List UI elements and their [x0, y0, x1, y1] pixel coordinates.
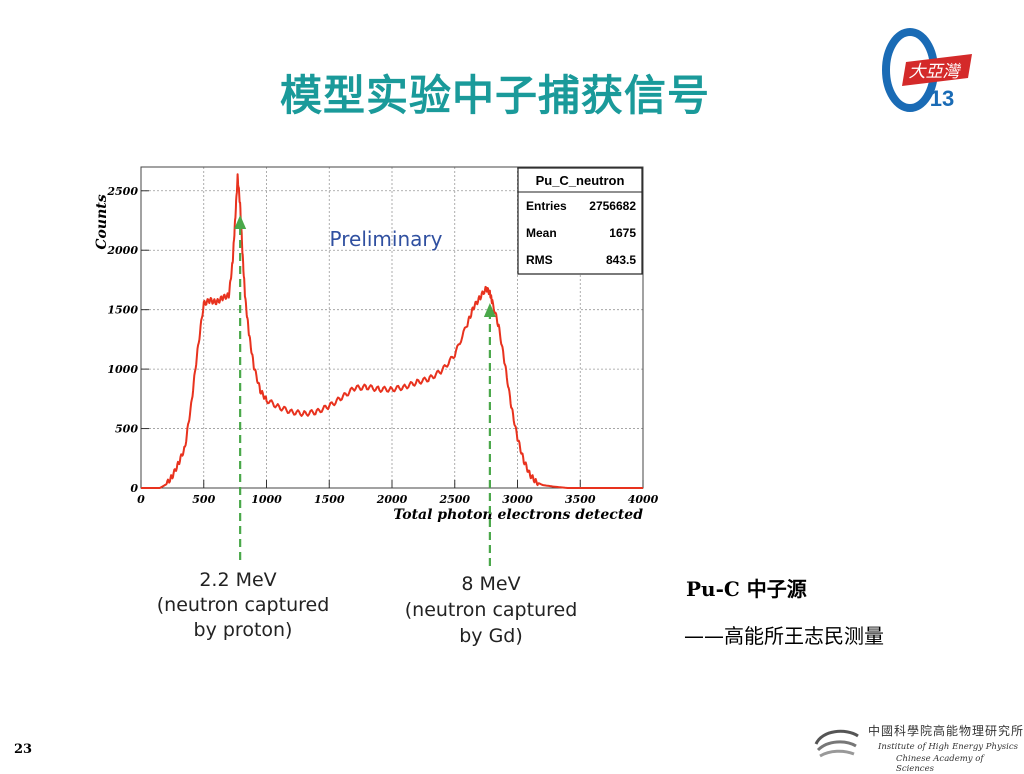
stats-box-name: Pu_C_neutron: [536, 173, 625, 188]
x-tick-label: 500: [192, 493, 215, 506]
annotation-proton: 2.2 MeV (neutron captured by proton): [157, 569, 330, 641]
y-axis-label: Counts: [94, 194, 110, 249]
arrow-head-icon: [483, 303, 496, 318]
page-number: 23: [14, 742, 33, 757]
daya-bay-logo: 大亞灣 13: [882, 28, 972, 112]
x-tick-label: 1000: [251, 493, 282, 506]
x-tick-labels: 0 500 1000 1500 2000 2500 3000 3500 4000: [137, 493, 658, 506]
y-tick-label: 1000: [107, 363, 138, 376]
x-tick-label: 3500: [565, 493, 596, 506]
annotation-proton-line2: (neutron captured: [157, 594, 330, 616]
y-tick-label: 2000: [106, 244, 138, 257]
stats-entries-label: Entries: [526, 199, 567, 213]
logo-number: 13: [930, 86, 954, 111]
annotation-gd-line3: by Gd): [459, 625, 523, 647]
x-tick-label: 3000: [502, 493, 533, 506]
stats-mean-label: Mean: [526, 226, 557, 240]
y-tick-labels: 0 500 1000 1500 2000 2500: [106, 185, 138, 495]
institute-name-en: Institute of High Energy Physics: [878, 742, 1018, 752]
arrow-head-icon: [234, 215, 247, 230]
y-tick-label: 500: [115, 423, 138, 436]
stats-box: Pu_C_neutron Entries 2756682 Mean 1675 R…: [517, 167, 643, 275]
chart-ticks: [140, 190, 644, 489]
annotation-gd-line1: 8 MeV: [461, 573, 520, 595]
stats-entries-value: 2756682: [589, 199, 636, 213]
preliminary-watermark: Preliminary: [330, 227, 443, 251]
stats-mean-value: 1675: [609, 226, 636, 240]
x-tick-label: 4000: [628, 493, 659, 506]
annotation-arrows: [234, 215, 496, 566]
x-tick-label: 0: [137, 493, 145, 506]
x-tick-label: 2000: [376, 493, 408, 506]
source-label: Pu-C 中子源: [686, 577, 807, 601]
ihep-logo-icon: [814, 729, 859, 758]
series-line: [141, 173, 643, 489]
annotation-gd: 8 MeV (neutron captured by Gd): [405, 573, 578, 647]
institute-name-cn: 中國科學院高能物理研究所: [868, 724, 1024, 738]
y-tick-label: 1500: [107, 304, 138, 317]
annotation-proton-line3: by proton): [194, 619, 293, 641]
x-axis-label: Total photon electrons detected: [393, 507, 643, 523]
annotation-gd-line2: (neutron captured: [405, 599, 578, 621]
stats-rms-label: RMS: [526, 253, 553, 267]
logo-brand-text: 大亞灣: [909, 62, 962, 82]
y-tick-label: 2500: [106, 185, 138, 198]
annotation-proton-line1: 2.2 MeV: [199, 569, 276, 591]
x-tick-label: 1500: [314, 493, 345, 506]
institute-parent-en: Chinese Academy of Sciences: [896, 754, 984, 774]
stats-rms-value: 843.5: [606, 253, 636, 267]
credit-text: ——高能所王志民测量: [684, 624, 884, 648]
x-tick-label: 2500: [438, 493, 470, 506]
flag-icon: [902, 54, 972, 86]
chart: 0 500 1000 1500 2000 2500 3000 3500 4000 0 500 100…: [94, 166, 659, 647]
slide-title: 模型实验中子捕获信号: [279, 71, 710, 120]
y-tick-label: 0: [130, 482, 138, 495]
